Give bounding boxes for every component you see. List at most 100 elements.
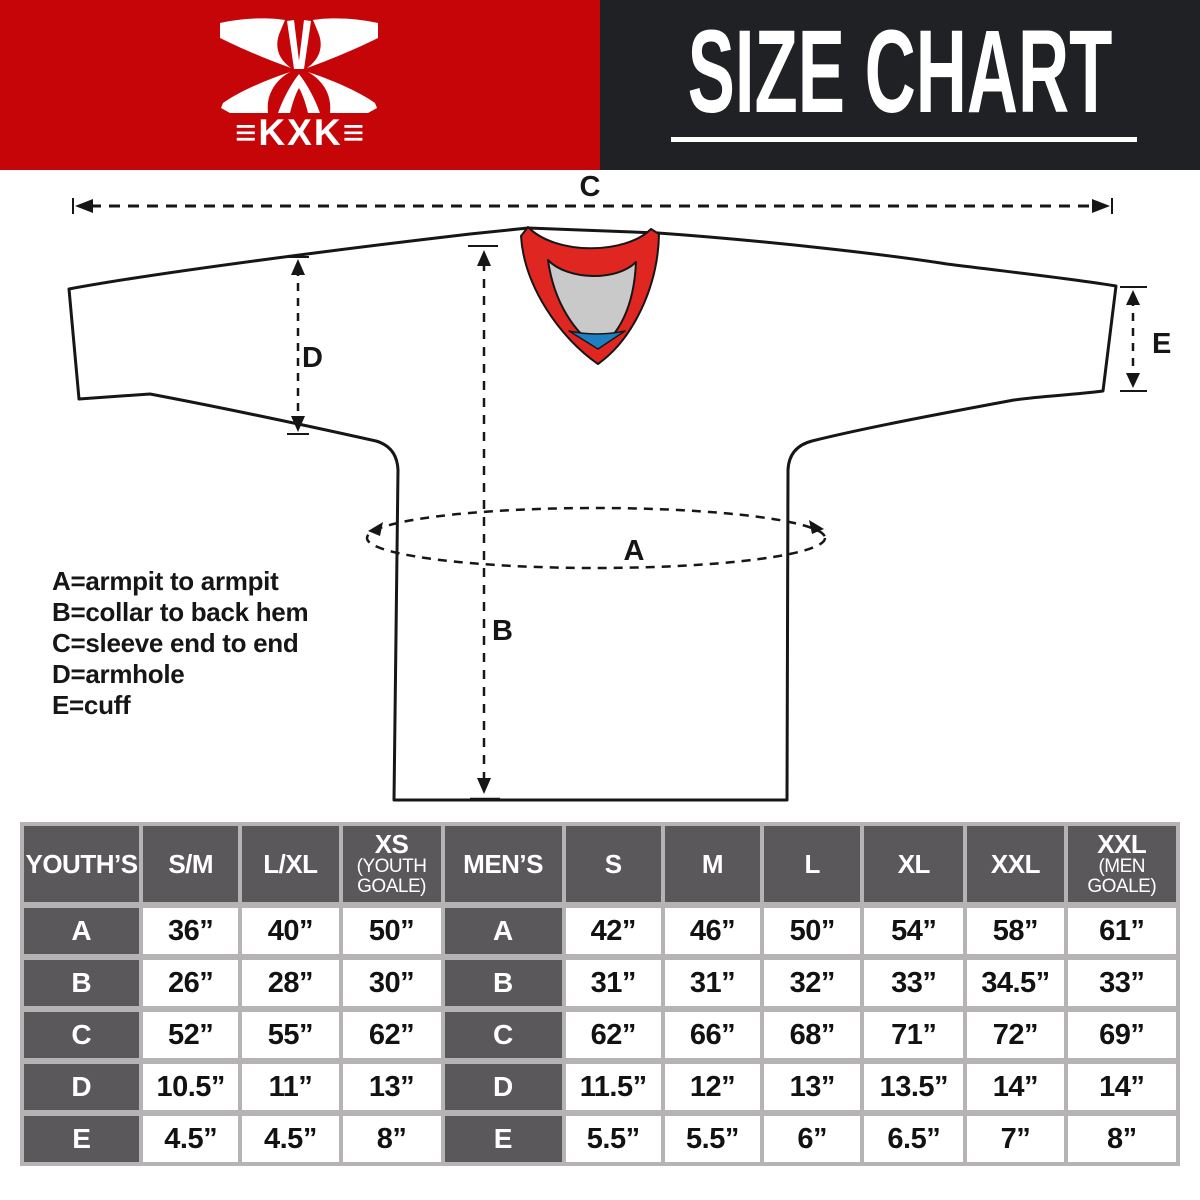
size-cell: 26” bbox=[143, 960, 239, 1006]
title-banner: SIZE CHART bbox=[600, 0, 1200, 170]
size-cell: 42” bbox=[565, 908, 661, 954]
size-table: YOUTH’S S/M L/XL XS (YOUTH GOALE) MEN’S S… bbox=[20, 822, 1180, 1166]
dim-label-E: E bbox=[1152, 328, 1171, 360]
row-label-cell: D bbox=[24, 1064, 140, 1110]
brand-banner: ≡KXK≡ bbox=[0, 0, 601, 170]
size-cell: 46” bbox=[664, 908, 761, 954]
dim-label-B: B bbox=[492, 615, 513, 647]
header-main: L/XL bbox=[263, 849, 318, 879]
header-main: M bbox=[701, 849, 724, 879]
size-cell: 7” bbox=[967, 1116, 1064, 1162]
size-cell: 31” bbox=[565, 960, 661, 1006]
table-header-s: S bbox=[565, 826, 661, 902]
size-cell: 40” bbox=[242, 908, 339, 954]
header-main: S/M bbox=[168, 849, 214, 879]
table-header-xs-youth-goalie: XS (YOUTH GOALE) bbox=[342, 826, 441, 902]
size-cell: 32” bbox=[764, 960, 861, 1006]
size-cell: 55” bbox=[242, 1012, 339, 1058]
collar-inner-gray bbox=[547, 259, 637, 349]
table-header-youths: YOUTH’S bbox=[24, 826, 140, 902]
jersey-outline bbox=[67, 226, 1118, 802]
size-cell: 71” bbox=[864, 1012, 964, 1058]
size-cell: 4.5” bbox=[242, 1116, 339, 1162]
row-label-cell: C bbox=[444, 1012, 562, 1058]
row-label-cell: A bbox=[444, 908, 562, 954]
table-header-sm: S/M bbox=[143, 826, 239, 902]
page-title: SIZE CHART bbox=[687, 6, 1113, 138]
title-underline bbox=[671, 137, 1137, 142]
row-label-cell: C bbox=[24, 1012, 140, 1058]
table-header-xxl: XXL bbox=[967, 826, 1064, 902]
size-cell: 33” bbox=[1067, 960, 1176, 1006]
size-cell: 68” bbox=[764, 1012, 861, 1058]
legend-line-d: D=armhole bbox=[52, 659, 185, 689]
size-cell: 52” bbox=[143, 1012, 239, 1058]
size-cell: 14” bbox=[1067, 1064, 1176, 1110]
header-main: MEN’S bbox=[463, 849, 543, 879]
dimension-A bbox=[365, 506, 827, 570]
size-cell: 28” bbox=[242, 960, 339, 1006]
header-sub: (MEN GOALE) bbox=[1087, 856, 1157, 897]
size-cell: 31” bbox=[664, 960, 761, 1006]
kxk-logo-icon bbox=[220, 18, 378, 113]
size-cell: 62” bbox=[565, 1012, 661, 1058]
size-cell: 8” bbox=[342, 1116, 441, 1162]
header-main: XS bbox=[374, 829, 409, 859]
size-cell: 50” bbox=[764, 908, 861, 954]
size-cell: 58” bbox=[967, 908, 1064, 954]
dim-label-D: D bbox=[302, 342, 323, 374]
size-cell: 13” bbox=[342, 1064, 441, 1110]
size-cell: 6” bbox=[764, 1116, 861, 1162]
brand-wordmark: ≡KXK≡ bbox=[234, 112, 367, 153]
row-label-cell: E bbox=[444, 1116, 562, 1162]
size-cell: 69” bbox=[1067, 1012, 1176, 1058]
size-cell: 13” bbox=[764, 1064, 861, 1110]
table-header-xxl-men-goalie: XXL (MEN GOALE) bbox=[1067, 826, 1176, 902]
header-main: XXL bbox=[1097, 829, 1147, 859]
jersey-measurement-diagram: C D B E bbox=[67, 171, 1171, 802]
size-cell: 34.5” bbox=[967, 960, 1064, 1006]
header-main: YOUTH’S bbox=[25, 849, 138, 879]
size-cell: 30” bbox=[342, 960, 441, 1006]
table-header-m: M bbox=[664, 826, 761, 902]
row-label-cell: D bbox=[444, 1064, 562, 1110]
size-cell: 50” bbox=[342, 908, 441, 954]
row-label-cell: E bbox=[24, 1116, 140, 1162]
size-cell: 54” bbox=[864, 908, 964, 954]
header-sub: (YOUTH GOALE) bbox=[356, 856, 427, 897]
legend-line-e: E=cuff bbox=[52, 690, 131, 720]
size-cell: 66” bbox=[664, 1012, 761, 1058]
header-main: L bbox=[804, 849, 821, 879]
size-cell: 12” bbox=[664, 1064, 761, 1110]
header-main: XXL bbox=[990, 849, 1041, 879]
size-cell: 11.5” bbox=[565, 1064, 661, 1110]
size-cell: 14” bbox=[967, 1064, 1064, 1110]
size-cell: 10.5” bbox=[143, 1064, 239, 1110]
row-label-cell: B bbox=[444, 960, 562, 1006]
table-header-mens: MEN’S bbox=[444, 826, 562, 902]
size-cell: 33” bbox=[864, 960, 964, 1006]
dimension-C bbox=[72, 198, 1113, 214]
size-cell: 62” bbox=[342, 1012, 441, 1058]
size-cell: 6.5” bbox=[864, 1116, 964, 1162]
table-header-l: L bbox=[764, 826, 861, 902]
header-main: XL bbox=[897, 849, 931, 879]
collar-blue-insert bbox=[568, 330, 626, 350]
size-cell: 13.5” bbox=[864, 1064, 964, 1110]
measurement-legend: A=armpit to armpit B=collar to back hem … bbox=[52, 566, 309, 721]
size-cell: 5.5” bbox=[565, 1116, 661, 1162]
size-cell: 72” bbox=[967, 1012, 1064, 1058]
legend-line-c: C=sleeve end to end bbox=[52, 628, 299, 658]
size-cell: 36” bbox=[143, 908, 239, 954]
row-label-cell: A bbox=[24, 908, 140, 954]
dim-label-C: C bbox=[580, 171, 601, 203]
table-header-xl: XL bbox=[864, 826, 964, 902]
dimension-E bbox=[1120, 286, 1147, 392]
legend-line-b: B=collar to back hem bbox=[52, 597, 309, 627]
size-cell: 4.5” bbox=[143, 1116, 239, 1162]
header-main: S bbox=[604, 849, 622, 879]
dimension-D bbox=[287, 256, 309, 435]
size-cell: 5.5” bbox=[664, 1116, 761, 1162]
row-label-cell: B bbox=[24, 960, 140, 1006]
